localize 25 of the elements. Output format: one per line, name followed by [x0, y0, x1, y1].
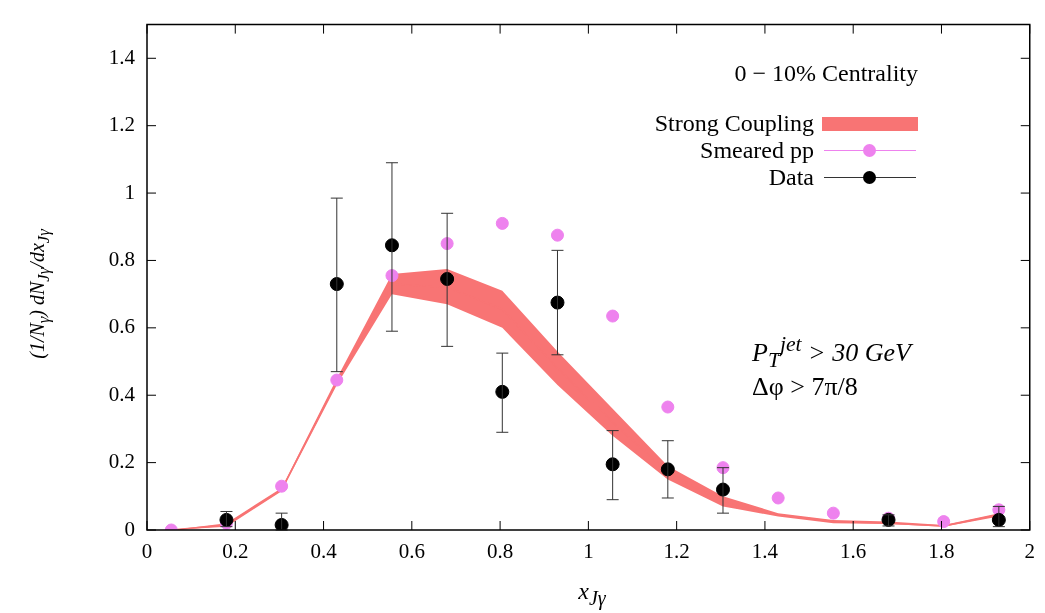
x-tick-label: 0.6 [398, 539, 425, 564]
y-tick-label: 1.4 [108, 44, 136, 69]
y-tick-label: 1 [124, 179, 135, 204]
annotation: Δφ > 7π/8 [752, 372, 858, 402]
legend-label: Smeared pp [700, 137, 814, 164]
x-tick-label: 0.4 [310, 539, 338, 564]
x-tick-label: 0.2 [222, 539, 249, 564]
y-tick-label: 0.6 [108, 314, 135, 339]
y-tick-label: 0.4 [108, 381, 136, 406]
x-tick-label: 0.8 [486, 539, 514, 564]
y-tick-label: 0.8 [108, 246, 135, 271]
x-tick-label: 2 [1024, 539, 1035, 564]
legend-label: Data [768, 164, 814, 191]
x-tick-label: 0 [141, 539, 153, 564]
x-axis-title: x$_{Jγ}$ [577, 578, 607, 610]
x-tick-label: 1 [583, 539, 594, 564]
x-tick-label: 1.8 [928, 539, 955, 564]
y-tick-label: 0 [124, 516, 135, 541]
x-tick-label: 1.4 [751, 539, 779, 564]
y-tick-label: 1.2 [108, 112, 135, 137]
x-tick-label: 1.2 [663, 539, 690, 564]
legend-label: Strong Coupling [654, 110, 814, 137]
annotation: 0 − 10% Centrality [734, 60, 918, 87]
x-tick-label: 1.6 [840, 539, 867, 564]
y-tick-label: 0.2 [108, 449, 135, 474]
